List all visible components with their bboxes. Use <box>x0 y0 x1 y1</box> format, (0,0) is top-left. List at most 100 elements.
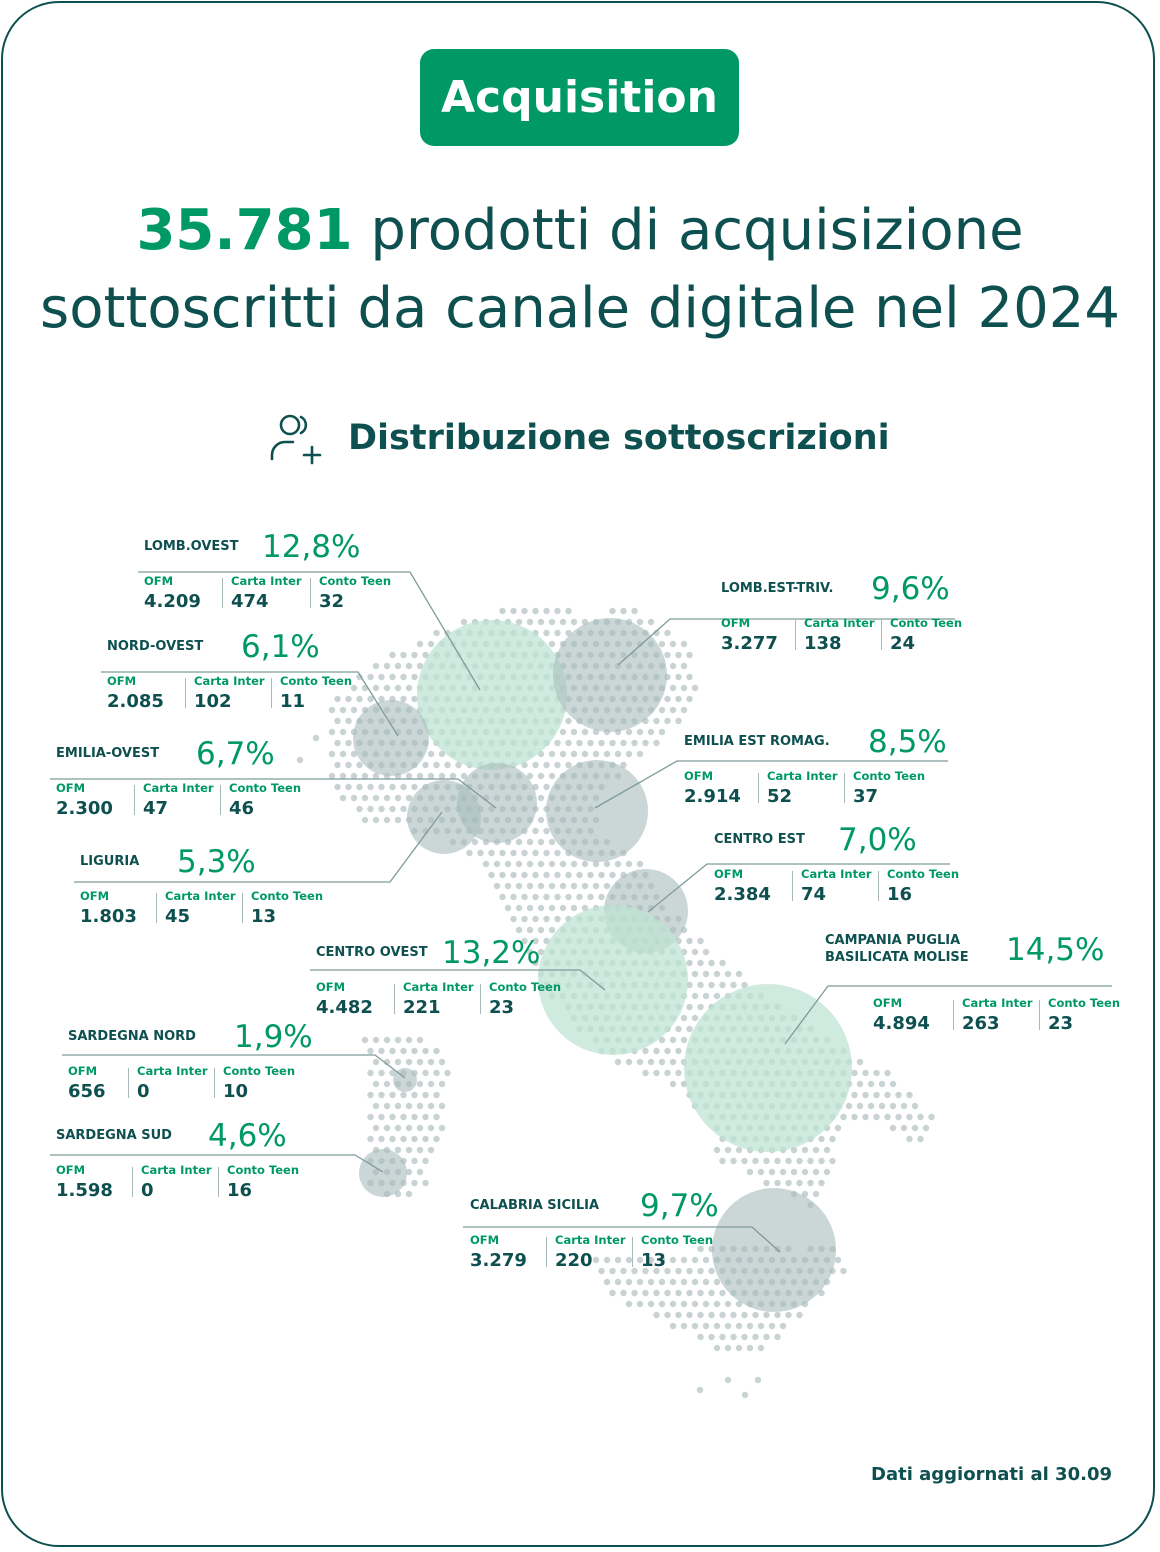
map-dot <box>801 1146 809 1154</box>
map-dot <box>658 728 666 736</box>
map-dot <box>526 838 534 846</box>
map-dot <box>757 1322 765 1330</box>
map-dot <box>559 728 567 736</box>
map-dot <box>686 651 693 659</box>
map-dot <box>653 739 660 747</box>
map-dot <box>763 1333 770 1341</box>
stat-value: 37 <box>853 786 879 807</box>
stat-teen: Conto Teen 24 <box>882 616 962 656</box>
stat-label: Carta Inter <box>194 674 265 688</box>
map-dot <box>416 1168 424 1176</box>
map-dot <box>570 728 578 736</box>
add-user-icon <box>270 414 322 465</box>
map-dot <box>878 1080 886 1088</box>
map-dot <box>779 1168 787 1176</box>
map-dot <box>614 860 622 868</box>
stat-value: 13 <box>251 906 277 927</box>
map-dot <box>807 1157 814 1165</box>
map-dot <box>691 1014 699 1022</box>
map-dot <box>636 618 644 626</box>
map-dot <box>570 618 578 626</box>
map-dot <box>680 640 688 648</box>
map-dot <box>543 915 550 923</box>
map-dot <box>757 1168 765 1176</box>
map-dot <box>686 1289 693 1297</box>
map-dot <box>625 1058 633 1066</box>
map-dot <box>889 1102 897 1110</box>
map-dot <box>433 629 440 637</box>
stat-label: Carta Inter <box>165 889 236 903</box>
map-dot <box>383 684 391 692</box>
map-dot <box>754 1376 762 1384</box>
map-dot <box>796 1179 803 1187</box>
map-dot <box>537 882 545 890</box>
map-dot <box>532 607 539 615</box>
map-dot <box>856 1080 864 1088</box>
map-dot <box>460 618 468 626</box>
title-line-1-text: prodotti di acquisizione <box>352 198 1024 263</box>
map-dot <box>521 761 528 769</box>
stat-teen: Conto Teen 16 <box>879 867 959 907</box>
map-dot <box>724 1344 732 1352</box>
map-dot <box>603 882 611 890</box>
map-dot <box>493 860 501 868</box>
map-dot <box>438 1102 446 1110</box>
stat-ofm: OFM 1.803 <box>80 889 156 929</box>
map-dot <box>906 1091 913 1099</box>
map-dot <box>471 838 479 846</box>
bubble-lomb-est-triv <box>553 618 667 732</box>
map-dot <box>713 1146 721 1154</box>
stat-label: OFM <box>316 980 346 994</box>
region-percentage: 6,1% <box>241 629 320 665</box>
map-dot <box>774 1311 781 1319</box>
map-dot <box>526 926 534 934</box>
map-dot <box>581 750 589 758</box>
map-dot <box>433 1047 440 1055</box>
map-dot <box>411 1113 418 1121</box>
map-dot <box>686 1267 693 1275</box>
map-dot <box>515 618 523 626</box>
stat-label: Conto Teen <box>1048 996 1121 1010</box>
map-dot <box>416 1058 424 1066</box>
region-percentage: 9,7% <box>640 1188 719 1224</box>
map-dot <box>416 640 424 648</box>
map-dot <box>345 783 352 791</box>
map-dot <box>680 1322 688 1330</box>
stat-ofm: OFM 2.384 <box>714 867 792 907</box>
map-dot <box>416 662 424 670</box>
map-dot <box>823 1168 831 1176</box>
map-dot <box>691 970 699 978</box>
map-dot <box>796 1157 803 1165</box>
map-dot <box>829 1135 836 1143</box>
map-dot <box>631 739 638 747</box>
map-dot <box>537 838 545 846</box>
map-dot <box>928 1113 935 1121</box>
map-dot <box>713 1344 721 1352</box>
map-dot <box>631 1267 638 1275</box>
map-dot <box>383 1102 391 1110</box>
map-dot <box>559 750 567 758</box>
stat-divider <box>242 893 243 923</box>
stat-value: 2.085 <box>107 691 164 712</box>
map-dot <box>427 1102 435 1110</box>
map-dot <box>378 783 385 791</box>
map-dot <box>356 761 363 769</box>
map-dot <box>350 684 358 692</box>
map-dot <box>763 1311 770 1319</box>
map-dot <box>422 1157 429 1165</box>
stat-divider <box>214 1068 215 1098</box>
map-dot <box>867 1080 875 1088</box>
map-dot <box>730 1311 737 1319</box>
map-dot <box>906 1135 913 1143</box>
map-dot <box>697 937 704 945</box>
map-dot <box>603 1256 611 1264</box>
map-dot <box>389 673 396 681</box>
map-dot <box>609 1267 616 1275</box>
map-dot <box>554 893 561 901</box>
map-dot <box>416 772 424 780</box>
map-dot <box>702 1256 710 1264</box>
stat-label: Conto Teen <box>489 980 562 994</box>
map-dot <box>669 1036 677 1044</box>
stat-label: Carta Inter <box>962 996 1033 1010</box>
map-dot <box>812 1168 820 1176</box>
